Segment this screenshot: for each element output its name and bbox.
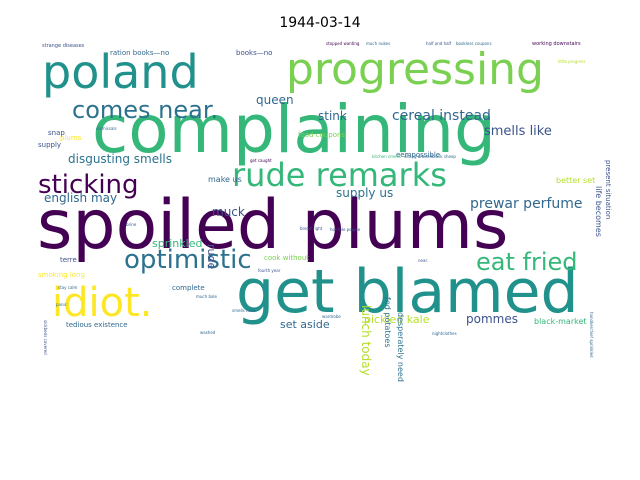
word-spoiled-plums: spoiled plums xyxy=(37,186,508,265)
word-get-caught: get caught xyxy=(250,158,272,163)
word-supply: supply xyxy=(38,141,61,149)
word-tedious-existence: tedious existence xyxy=(66,321,128,329)
word-near: near. xyxy=(418,258,428,263)
word-get-blamed: get blamed xyxy=(236,257,579,327)
word-ration-books-no: ration books—no xyxy=(110,49,169,57)
word-lunch-today: lunch today xyxy=(359,305,373,376)
word-prewar-perfume: prewar perfume xyxy=(470,196,583,212)
word-optimistic: optimistic xyxy=(124,245,252,275)
word-comes-near: comes near. xyxy=(72,96,218,124)
word-sitting-around: sitting around xyxy=(404,154,432,159)
word-rude-remarks: rude remarks xyxy=(232,156,447,194)
word-stay-calm: stay calm xyxy=(58,285,78,290)
word-plums: plums xyxy=(60,134,82,142)
chart-title: 1944-03-14 xyxy=(279,15,361,31)
word-strange-diseases: strange diseases xyxy=(42,43,85,49)
word-much-nukes: much nukes xyxy=(366,41,390,46)
word-cereal-instead: cereal instead xyxy=(392,108,491,124)
word-muck: muck xyxy=(212,205,245,219)
word-desperately-need: desperately need xyxy=(396,312,405,382)
word-pickled-kale: pickled kale xyxy=(364,313,430,326)
word-sickbeds-covered: sickbeds covered xyxy=(43,320,48,355)
word-half-and-half: half and half xyxy=(426,41,452,46)
word-smells-nose: smells nose xyxy=(232,308,256,313)
word-supply-us: supply us xyxy=(336,186,393,200)
word-black-market: black-market xyxy=(534,317,587,326)
word-queen: queen xyxy=(256,93,294,107)
word-snap: snap xyxy=(48,129,65,137)
word-progressing: progressing xyxy=(286,44,544,95)
word-stopped-wanting: stopped wanting xyxy=(326,41,360,46)
word-washed: washed xyxy=(200,330,216,335)
word-kitchen-smells: kitchen smells xyxy=(372,154,401,159)
word-working-downstairs: working downstairs xyxy=(532,41,581,47)
word-smells-like: smells like xyxy=(484,124,552,139)
word-rude: rude xyxy=(205,244,218,269)
word-bread-right: bread right xyxy=(300,226,323,231)
word-cook-without: cook without xyxy=(264,254,309,262)
word-panic: panic xyxy=(56,302,67,307)
word-little-progress: little progress xyxy=(558,59,585,64)
word-idiot: idiot. xyxy=(52,280,153,326)
word-horrible-people: horrible people xyxy=(330,227,361,232)
word-make-us: make us xyxy=(208,175,242,184)
word-black-sheep: black sheep xyxy=(432,154,456,159)
word-sticking: sticking xyxy=(38,170,139,200)
word-disgusting-smells: disgusting smells xyxy=(68,152,172,166)
word-handkerchief-sprinkled: handkerchief sprinkled xyxy=(589,312,594,358)
word-complete: complete xyxy=(172,284,205,292)
word-bookless-coupons: bookless coupons xyxy=(456,41,492,46)
word-set-aside: set aside xyxy=(280,318,330,331)
word-fourth-year: fourth year xyxy=(258,268,281,273)
word-books-no: books—no xyxy=(236,49,272,57)
word-nightclothes: nightclothes xyxy=(432,331,457,336)
word-smoking-long: smoking long xyxy=(38,271,85,279)
word-better-set: better set xyxy=(556,176,595,185)
word-fed-potatoes: fed potatoes xyxy=(383,297,392,348)
word-eat-fried: eat fried xyxy=(476,248,578,276)
word-complaining: complaining xyxy=(92,91,496,168)
word-brine: brine xyxy=(126,222,137,227)
word-eempossible: eempossible xyxy=(396,151,440,159)
word-dismissals: dismissals xyxy=(96,126,117,131)
word-english-may: english may xyxy=(44,191,117,205)
word-life-becomes: life becomes xyxy=(594,186,603,237)
word-poland: poland xyxy=(42,45,199,99)
word-wardrobe: wardrobe xyxy=(322,314,341,319)
word-stink: stink xyxy=(318,109,347,123)
word-terre: terre xyxy=(60,256,77,264)
word-much-bale: much bale xyxy=(196,294,218,299)
word-food-coupons: food coupons xyxy=(298,131,345,139)
word-present-situation: present situation xyxy=(604,160,612,219)
word-sprinkled: sprinkled xyxy=(152,237,202,250)
word-pommes: pommes xyxy=(466,312,518,326)
